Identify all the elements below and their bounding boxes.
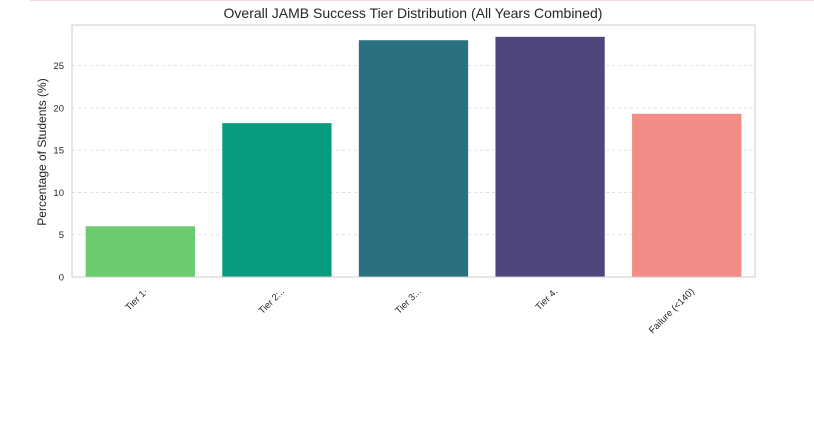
x-tick-label: Tier 2:.. (257, 286, 287, 316)
bar-1 (85, 226, 195, 277)
y-axis-label: Percentage of Students (%) (35, 78, 49, 225)
x-tick-label: Failure (<140) (647, 286, 697, 336)
top-divider (30, 0, 814, 1)
y-tick-label: 5 (59, 230, 64, 241)
x-tick-label: Tier 1· (123, 286, 150, 313)
x-tick-label: Tier 4. (534, 286, 561, 313)
chart-title: Overall JAMB Success Tier Distribution (… (224, 5, 603, 21)
y-tick-label: 20 (53, 103, 64, 114)
bar-3 (358, 40, 469, 277)
y-tick-label: 10 (53, 188, 64, 199)
y-tick-label: 25 (53, 61, 64, 72)
bar-4 (495, 36, 605, 277)
y-axis-ticks: 0 5 10 15 20 25 (53, 61, 64, 283)
y-tick-label: 15 (53, 146, 64, 157)
x-axis-ticks: Tier 1· Tier 2:.. Tier 3:.. Tier 4. Failure … (123, 286, 696, 336)
bar-5 (632, 113, 742, 277)
plot-area-frame (71, 24, 756, 278)
x-tick-label: Tier 3:.. (393, 286, 423, 316)
bars (85, 36, 742, 277)
bar-2 (222, 123, 332, 277)
y-tick-label: 0 (59, 273, 64, 284)
